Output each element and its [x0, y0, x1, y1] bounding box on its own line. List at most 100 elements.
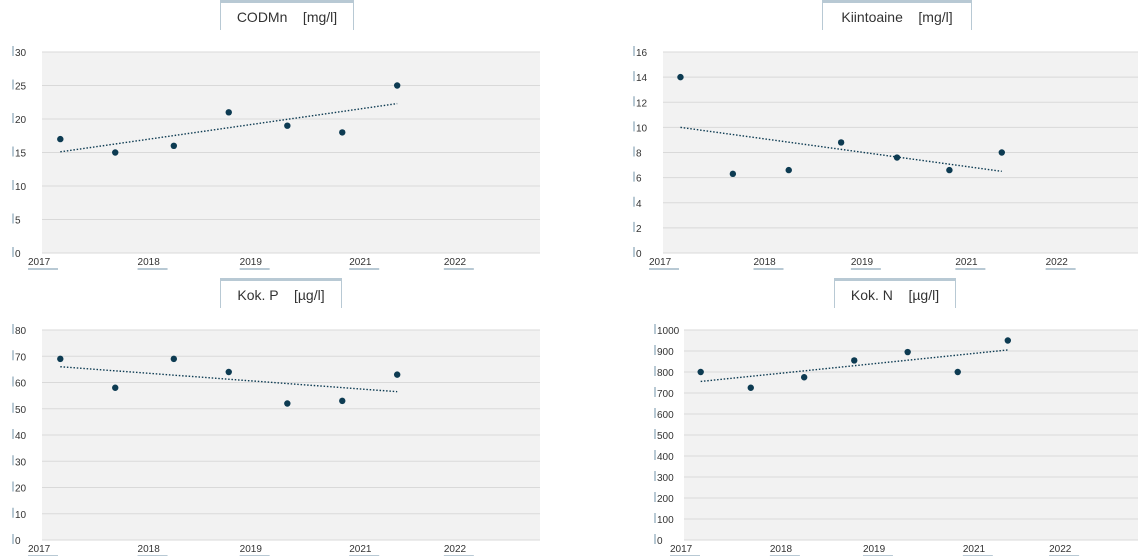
y-tick-label: 20	[15, 115, 27, 126]
x-tick-label: 2021	[349, 544, 372, 555]
data-point	[729, 170, 737, 178]
y-tick-marker	[654, 513, 656, 523]
data-point	[170, 142, 178, 149]
y-tick-label: 300	[657, 473, 674, 484]
y-tick-marker	[12, 534, 14, 544]
data-point	[747, 384, 754, 391]
chart-title: Kiintoaine [mg/l]	[822, 0, 972, 30]
y-tick-label: 25	[15, 82, 27, 93]
y-tick-marker	[633, 196, 635, 207]
x-tick-label: 2022	[1046, 257, 1069, 268]
y-tick-label: 4	[636, 199, 642, 210]
y-tick-label: 20	[15, 484, 27, 495]
x-tick-label: 2022	[444, 257, 467, 268]
data-point	[851, 357, 858, 364]
x-tick-marker	[955, 268, 986, 270]
y-tick-marker	[654, 450, 656, 460]
y-tick-label: 0	[15, 249, 21, 260]
data-point	[339, 397, 346, 405]
data-point	[800, 374, 808, 381]
y-tick-marker	[633, 171, 635, 182]
y-tick-marker	[12, 213, 14, 224]
y-tick-label: 15	[15, 149, 27, 160]
y-tick-marker	[654, 366, 656, 376]
y-tick-label: 5	[15, 216, 21, 227]
y-tick-label: 600	[657, 410, 674, 421]
data-point	[170, 355, 178, 363]
y-tick-label: 900	[657, 347, 674, 358]
trendline	[60, 366, 398, 393]
x-tick-marker	[28, 268, 58, 270]
data-point	[284, 122, 291, 129]
x-tick-marker	[850, 268, 881, 270]
data-point	[225, 368, 232, 376]
chart-title: Kok. N [µg/l]	[834, 278, 956, 308]
y-tick-label: 500	[657, 431, 674, 442]
y-tick-marker	[654, 534, 656, 544]
x-tick-label: 2018	[138, 257, 161, 268]
y-tick-marker	[12, 146, 14, 157]
x-tick-label: 2021	[955, 257, 978, 268]
y-tick-marker	[654, 345, 656, 355]
data-point	[112, 149, 119, 156]
y-tick-marker	[12, 180, 14, 190]
x-tick-label: 2019	[240, 544, 263, 555]
y-tick-label: 700	[657, 389, 674, 400]
y-tick-label: 800	[657, 368, 674, 379]
y-tick-marker	[633, 146, 635, 157]
data-point	[954, 368, 961, 376]
chart-panel-codmn: CODMn [mg/l] 0 5 10 15 20 25 30 2017 2018 2019 202…	[0, 0, 560, 278]
y-tick-marker	[12, 113, 14, 123]
y-tick-label: 6	[636, 174, 642, 185]
data-point	[1004, 337, 1012, 344]
y-tick-label: 14	[636, 73, 648, 84]
data-point	[57, 135, 64, 143]
y-tick-label: 70	[15, 352, 27, 363]
chart-panel-kiintoaine: Kiintoaine [mg/l] 0 2 4 6 8 10 12 14 16 2017 2018 2…	[600, 0, 1144, 278]
y-tick-label: 10	[636, 123, 648, 134]
y-tick-label: 2	[636, 224, 642, 235]
y-tick-marker	[12, 455, 14, 466]
y-tick-marker	[12, 79, 14, 90]
y-tick-marker	[633, 121, 635, 132]
y-tick-marker	[12, 247, 14, 257]
y-tick-label: 30	[15, 48, 27, 59]
data-point	[893, 154, 901, 161]
y-tick-label: 100	[657, 515, 674, 526]
data-point	[837, 139, 845, 146]
x-tick-marker	[137, 268, 168, 270]
y-tick-label: 0	[15, 536, 21, 547]
data-point	[697, 368, 704, 376]
y-tick-label: 16	[636, 48, 648, 59]
x-tick-label: 2018	[138, 544, 161, 555]
x-tick-label: 2022	[444, 544, 467, 555]
y-tick-marker	[12, 350, 14, 361]
x-tick-label: 2017	[649, 257, 672, 268]
x-tick-marker	[649, 268, 679, 270]
data-point	[225, 109, 232, 116]
chart-plot: 0 100 200 300 400 500 600 700 800 900 1000 2017 2018…	[654, 324, 1138, 556]
x-tick-label: 2022	[1049, 544, 1072, 555]
x-tick-label: 2017	[670, 544, 693, 555]
y-tick-label: 0	[636, 249, 642, 260]
data-point	[57, 355, 64, 363]
y-tick-marker	[12, 402, 14, 413]
data-point	[339, 129, 346, 136]
y-tick-marker	[654, 492, 656, 502]
trendline	[680, 126, 1002, 173]
x-tick-label: 2021	[963, 544, 986, 555]
x-tick-label: 2019	[863, 544, 886, 555]
y-tick-marker	[633, 247, 635, 257]
y-tick-label: 10	[15, 182, 27, 193]
x-tick-marker	[1045, 268, 1076, 270]
y-tick-marker	[12, 324, 14, 334]
y-tick-label: 10	[15, 510, 27, 521]
data-point	[112, 384, 119, 391]
x-tick-marker	[753, 268, 784, 270]
y-tick-marker	[633, 96, 635, 107]
y-tick-marker	[654, 387, 656, 397]
y-tick-label: 400	[657, 452, 674, 463]
data-point	[393, 82, 401, 89]
data-point	[785, 166, 792, 174]
y-tick-label: 30	[15, 457, 27, 468]
